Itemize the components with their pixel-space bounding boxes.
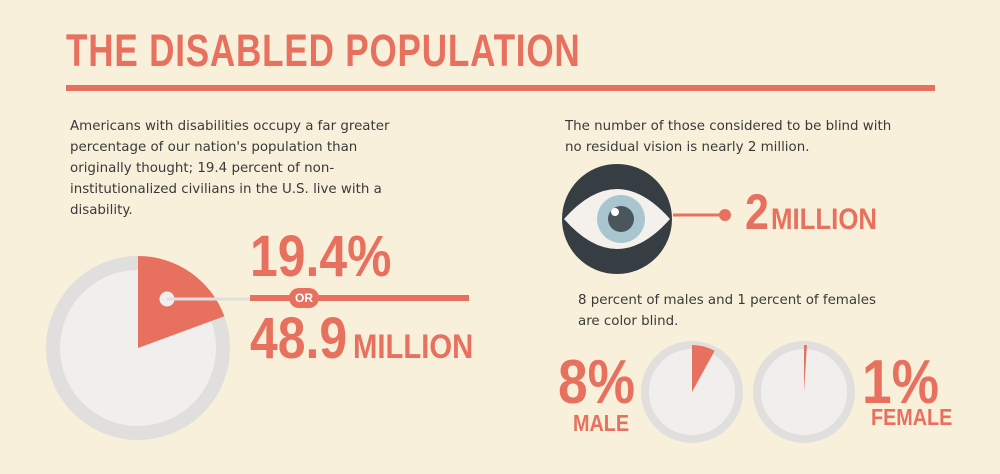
blind-count-unit: MILLION [770,203,877,236]
or-badge: OR [289,288,319,308]
male-color-blind-pie [641,341,743,443]
blind-count-number: 2 [745,184,769,240]
female-label: FEMALE [871,404,953,430]
pie-slice-disabled [138,256,225,348]
disabled-count-unit: MILLION [352,328,474,366]
male-pie-slice [692,345,715,392]
female-pie-slice [804,344,807,392]
intro-text: Americans with disabilities occupy a far… [70,119,390,218]
eye-glint [611,208,619,216]
disabled-population-pie-chart [46,256,250,440]
male-percent-label: 8% [558,348,636,417]
disabled-count-number: 48.9 [250,306,348,371]
male-label: MALE [573,410,630,436]
female-color-blind-pie [753,341,855,443]
blind-text: The number of those considered to be bli… [565,119,892,155]
blind-count: 2MILLION [745,187,894,237]
page-title: THE DISABLED POPULATION [66,25,581,76]
disabled-count: 48.9 MILLION [250,310,493,368]
or-divider [250,295,469,301]
title-divider [66,85,935,91]
female-percent-label: 1% [862,348,940,417]
disabled-percent-label: 19.4% [250,224,392,289]
color-blind-text: 8 percent of males and 1 percent of fema… [578,293,876,329]
eye-pointer-dot [719,209,731,221]
eye-illustration [562,164,731,274]
